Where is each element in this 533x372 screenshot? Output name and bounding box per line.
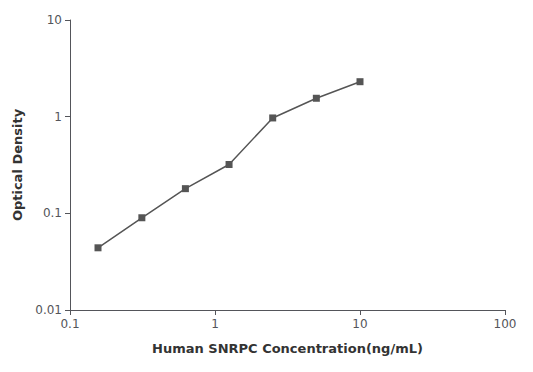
svg-text:10: 10 [47,13,62,27]
svg-text:100: 100 [494,317,517,331]
svg-text:0.1: 0.1 [43,206,62,220]
svg-text:Optical Density: Optical Density [10,108,25,221]
svg-text:0.01: 0.01 [35,303,62,317]
svg-text:1: 1 [54,110,62,124]
svg-text:Human SNRPC Concentration(ng/m: Human SNRPC Concentration(ng/mL) [152,341,423,356]
svg-text:1: 1 [211,317,219,331]
svg-text:10: 10 [352,317,367,331]
svg-text:0.1: 0.1 [60,317,79,331]
